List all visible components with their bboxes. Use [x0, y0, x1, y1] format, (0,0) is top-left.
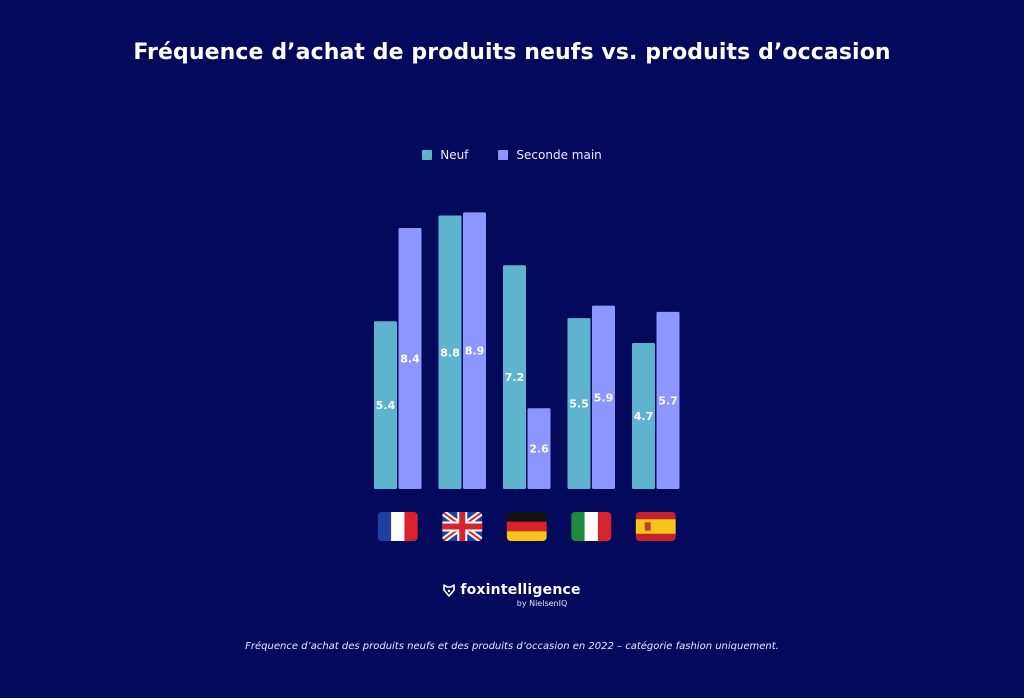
bar-label-neuf-united-kingdom: 8.8: [440, 346, 460, 359]
legend-item-seconde-main: Seconde main: [498, 148, 602, 162]
legend-label-neuf: Neuf: [440, 148, 469, 162]
legend-swatch-seconde-main: [498, 150, 509, 160]
legend-item-neuf: Neuf: [422, 148, 468, 162]
bar-neuf-spain: [632, 342, 655, 489]
bar-neuf-germany: [503, 265, 526, 489]
bar-label-neuf-france: 5.4: [376, 399, 396, 412]
brand-logo: foxintelligence by NielsenIQ: [0, 582, 1024, 608]
flag-uk-icon: [442, 512, 483, 541]
fox-logo-icon: [443, 583, 456, 597]
legend-label-seconde-main: Seconde main: [516, 148, 602, 162]
bar-neuf-france: [374, 321, 397, 489]
bar-neuf-italy: [567, 318, 591, 489]
bar-seconde-main-united-kingdom: [463, 212, 486, 489]
bar-neuf-united-kingdom: [438, 215, 462, 489]
legend: Neuf Seconde main: [0, 148, 1024, 162]
flag-italy-icon: [571, 512, 612, 541]
bar-label-seconde-main-france: 8.4: [400, 352, 420, 365]
bar-label-neuf-spain: 4.7: [634, 410, 654, 423]
footnote: Fréquence d’achat des produits neufs et …: [245, 641, 779, 652]
flag-spain-icon: [635, 512, 676, 541]
flag-france-icon: [377, 512, 418, 541]
bar-seconde-main-france: [398, 227, 422, 489]
legend-swatch-neuf: [422, 150, 433, 160]
bar-label-seconde-main-spain: 5.7: [658, 394, 678, 407]
bar-label-seconde-main-germany: 2.6: [529, 443, 549, 456]
logo-subtitle: by NielsenIQ: [516, 599, 568, 608]
flag-germany-icon: [506, 512, 547, 541]
bar-seconde-main-spain: [656, 311, 680, 489]
bar-label-seconde-main-italy: 5.9: [594, 391, 614, 404]
bar-seconde-main-germany: [527, 408, 551, 489]
chart-title: Fréquence d’achat de produits neufs vs. …: [133, 40, 891, 65]
bar-label-seconde-main-united-kingdom: 8.9: [465, 345, 485, 358]
logo-name: foxintelligence: [460, 582, 581, 598]
bar-label-neuf-germany: 7.2: [505, 371, 525, 384]
bar-seconde-main-italy: [592, 305, 615, 489]
bar-label-neuf-italy: 5.5: [569, 398, 589, 411]
bar-chart: 5.4 8.4 8.8 8.9 7.2 2.6 5.5 5.9 4.7 5.7: [374, 212, 680, 541]
